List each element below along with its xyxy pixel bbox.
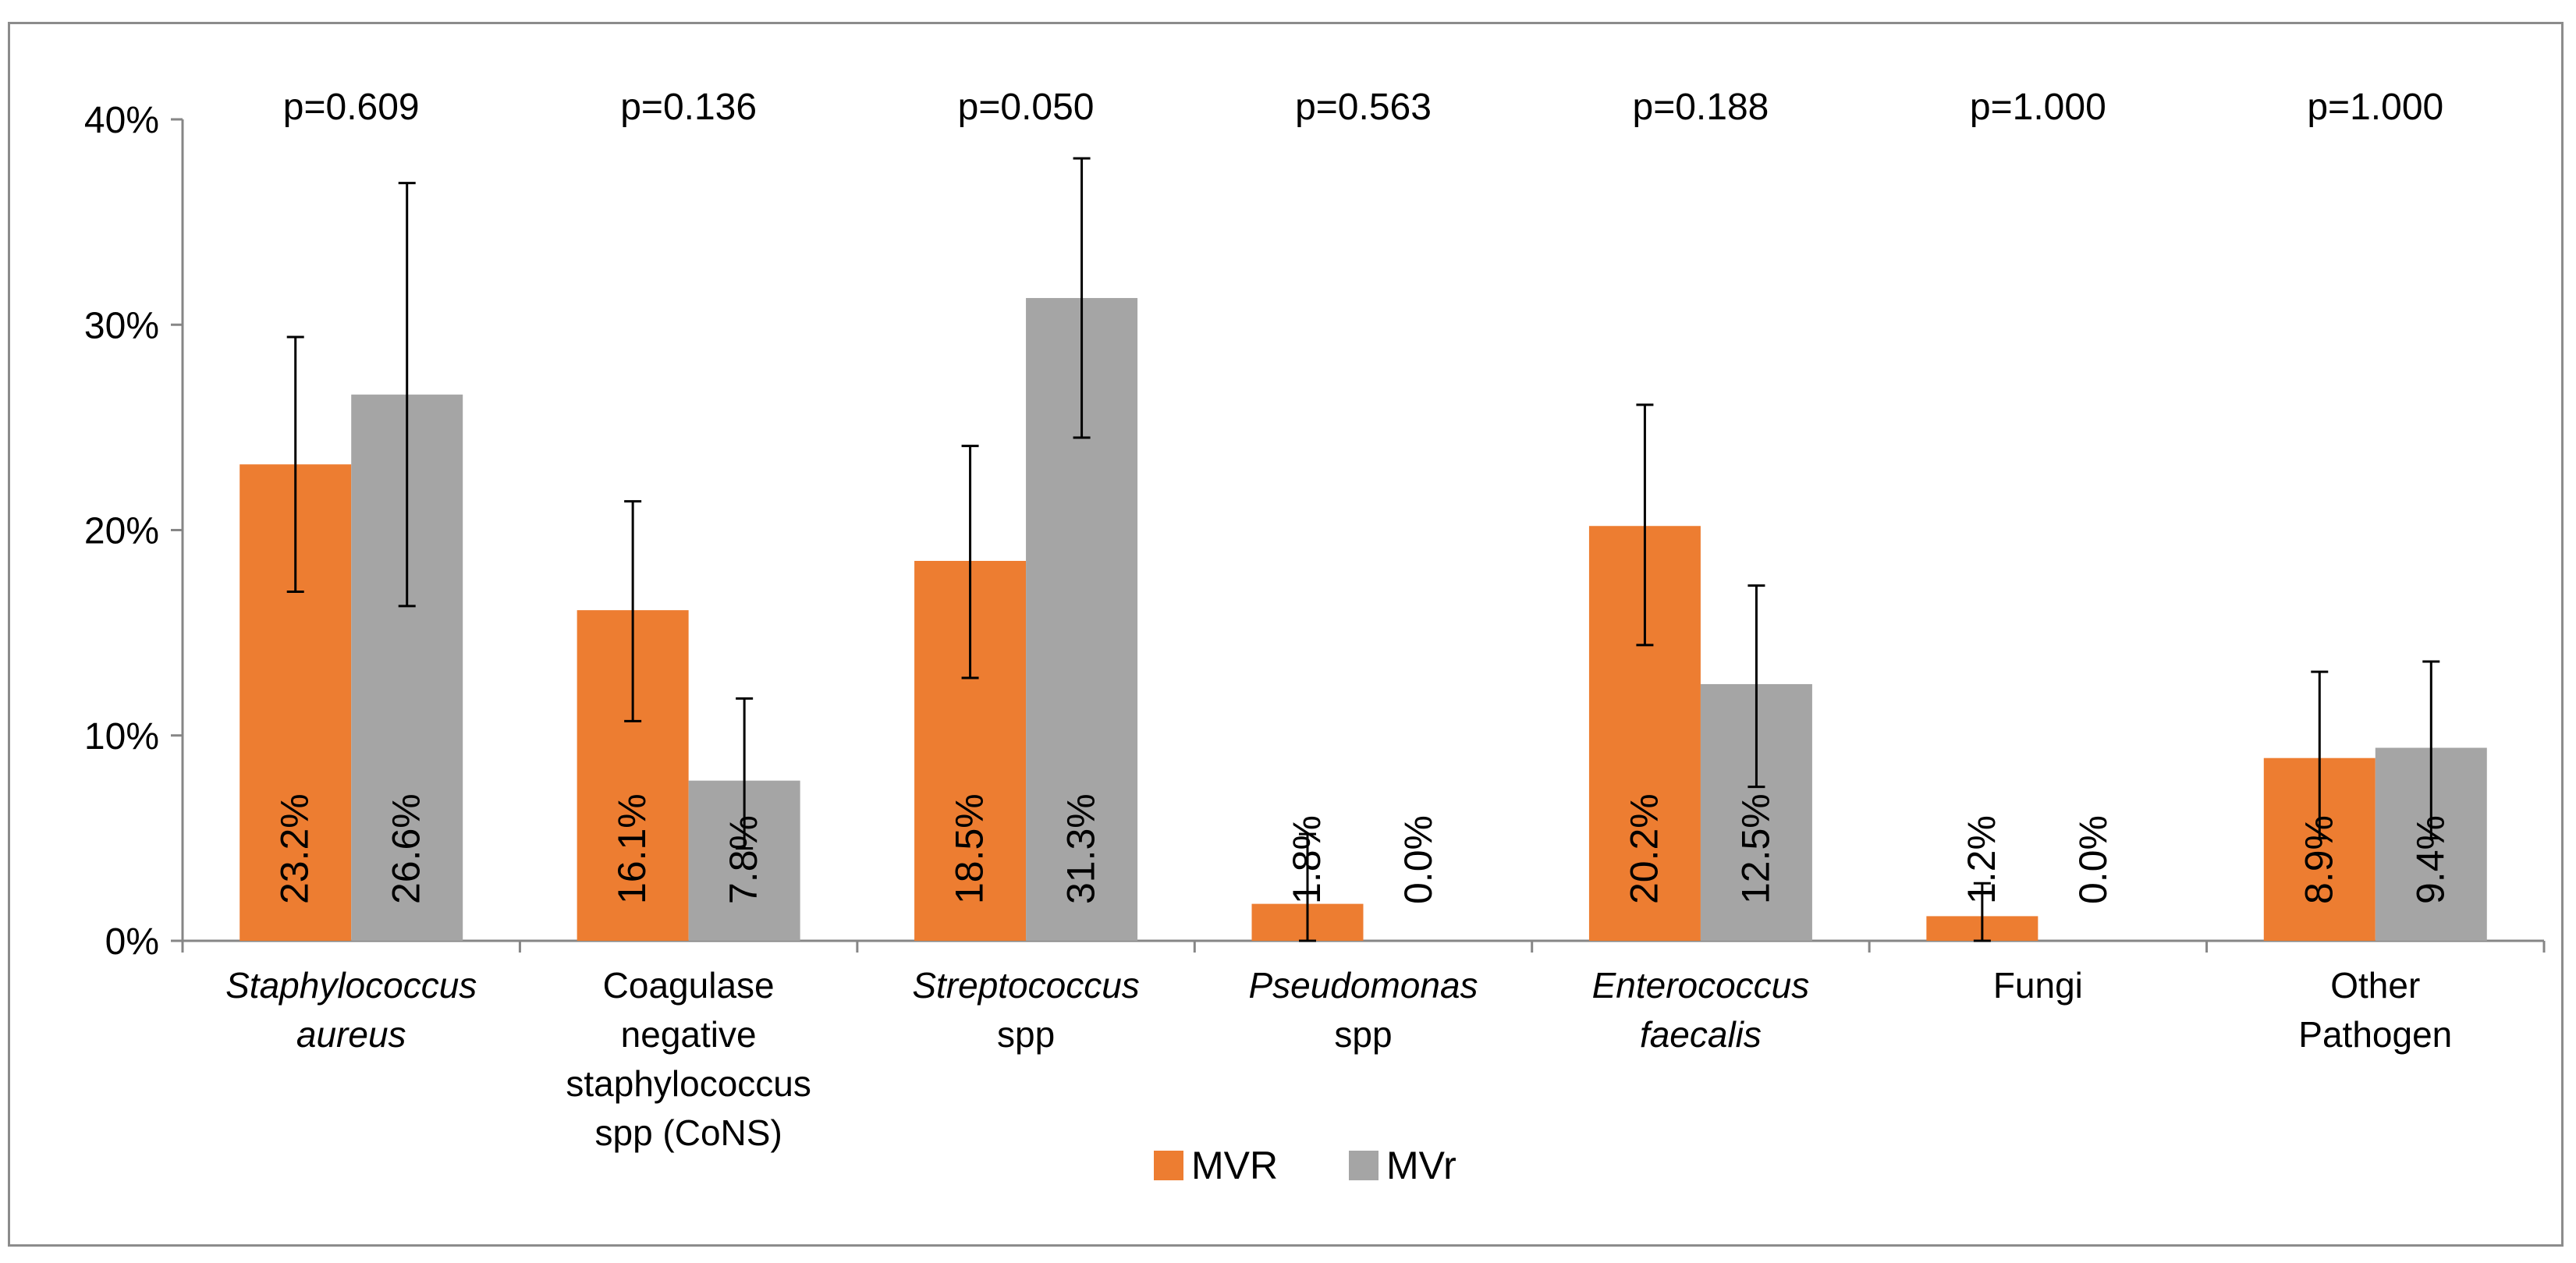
data-label: 1.2% xyxy=(1960,815,2003,904)
y-tick-label: 10% xyxy=(84,716,159,757)
chart-frame: 23.2% 26.6% 16.1% 7.8% 18.5% 31.3% 1.8% 0.0% 20.… xyxy=(8,22,2564,1247)
category-label: Enterococcus xyxy=(1592,965,1810,1006)
data-label: 7.8% xyxy=(722,815,765,904)
data-label: 18.5% xyxy=(948,793,992,904)
category-label: faecalis xyxy=(1640,1014,1762,1055)
p-value-label: p=0.188 xyxy=(1633,87,1769,128)
p-value-label: p=1.000 xyxy=(1970,87,2106,128)
p-value-label: p=0.050 xyxy=(958,87,1095,128)
data-label: 23.2% xyxy=(273,793,317,904)
category-label: Pseudomonas xyxy=(1248,965,1478,1006)
data-label: 20.2% xyxy=(1622,793,1666,904)
legend-swatch-mvr xyxy=(1349,1151,1378,1180)
category-label: Coagulase xyxy=(603,965,775,1006)
y-tick-label: 40% xyxy=(84,100,159,141)
p-value-label: p=0.563 xyxy=(1295,87,1432,128)
p-value-label: p=0.609 xyxy=(283,87,420,128)
p-value-label: p=0.136 xyxy=(620,87,757,128)
y-tick-label: 0% xyxy=(105,921,159,963)
bar-chart: 23.2% 26.6% 16.1% 7.8% 18.5% 31.3% 1.8% 0.0% 20.… xyxy=(84,87,2546,1187)
data-label: 0.0% xyxy=(2071,815,2115,904)
bars xyxy=(240,298,2487,942)
data-label: 9.4% xyxy=(2408,815,2452,904)
legend-label-mvr: MVR xyxy=(1191,1144,1278,1187)
category-label: spp xyxy=(997,1014,1055,1055)
data-labels: 23.2% 26.6% 16.1% 7.8% 18.5% 31.3% 1.8% 0.0% 20.… xyxy=(273,793,2453,904)
p-value-label: p=1.000 xyxy=(2307,87,2443,128)
y-tick-label: 20% xyxy=(84,511,159,552)
category-label: Staphylococcus xyxy=(225,965,477,1006)
category-label: Other xyxy=(2330,965,2420,1006)
category-label: staphylococcus xyxy=(566,1063,811,1104)
data-label: 0.0% xyxy=(1396,815,1440,904)
axes xyxy=(171,118,2546,953)
category-label: spp (CoNS) xyxy=(594,1112,782,1153)
data-label: 8.9% xyxy=(2297,815,2340,904)
data-label: 26.6% xyxy=(385,793,428,904)
data-label: 12.5% xyxy=(1733,793,1777,904)
category-label: Pathogen xyxy=(2298,1014,2452,1055)
data-label: 1.8% xyxy=(1285,815,1329,904)
error-bars xyxy=(286,157,2440,942)
legend-label-mvr: MVr xyxy=(1386,1144,1457,1187)
data-label: 16.1% xyxy=(610,793,654,904)
legend: MVR MVr xyxy=(1154,1144,1457,1187)
data-label: 31.3% xyxy=(1059,793,1103,904)
category-label: Streptococcus xyxy=(912,965,1139,1006)
category-label: spp xyxy=(1334,1014,1392,1055)
y-tick-label: 30% xyxy=(84,305,159,346)
axis-text: 0% 10% 20% 30% 40% p=0.609 Staphylococcus aureu… xyxy=(84,87,2452,1153)
category-label: aureus xyxy=(296,1014,406,1055)
category-label: Fungi xyxy=(1993,965,2083,1006)
legend-swatch-mvr xyxy=(1154,1151,1183,1180)
category-label: negative xyxy=(621,1014,757,1055)
